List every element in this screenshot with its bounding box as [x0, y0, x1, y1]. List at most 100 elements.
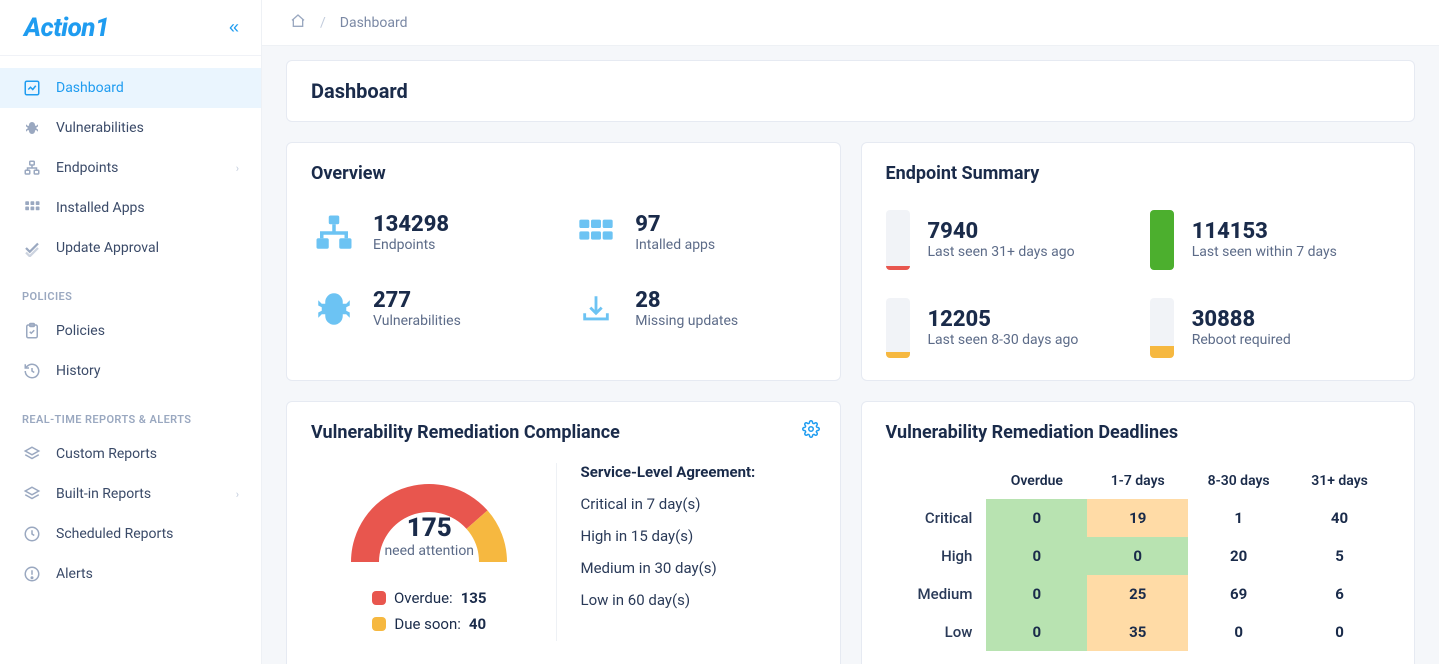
bug-icon [22, 119, 42, 137]
overview-stat[interactable]: 28Missing updates [573, 286, 815, 332]
sidebar-item-dashboard[interactable]: Dashboard [0, 68, 261, 108]
battery-icon [1150, 210, 1174, 270]
deadlines-cell[interactable]: 6 [1289, 575, 1390, 613]
endpoint-value: 30888 [1192, 308, 1291, 331]
legend-overdue-value: 135 [461, 589, 487, 607]
deadlines-column-header: Overdue [986, 463, 1087, 499]
breadcrumb: / Dashboard [262, 0, 1439, 46]
home-icon[interactable] [290, 13, 306, 33]
gauge-value: 175 [339, 513, 519, 543]
deadlines-cell[interactable]: 40 [1289, 499, 1390, 537]
deadlines-cell[interactable]: 20 [1188, 537, 1289, 575]
sidebar-item-history[interactable]: History [0, 351, 261, 391]
endpoint-value: 12205 [928, 308, 1079, 331]
deadlines-cell[interactable]: 0 [1188, 613, 1289, 651]
sidebar-item-custom-reports[interactable]: Custom Reports [0, 434, 261, 474]
deadlines-cell[interactable]: 1 [1188, 499, 1289, 537]
gauge-column: 175 need attention Overdue: 135 [311, 463, 548, 641]
sla-column: Service-Level Agreement: Critical in 7 d… [556, 463, 816, 641]
overview-stat[interactable]: 134298Endpoints [311, 210, 553, 256]
swatch-overdue [372, 591, 386, 605]
gauge-sublabel: need attention [339, 543, 519, 559]
stat-value: 134298 [373, 213, 449, 236]
main: / Dashboard Dashboard Overview 134298End… [262, 0, 1439, 664]
sidebar-item-label: Dashboard [56, 80, 124, 96]
endpoint-summary-title: Endpoint Summary [886, 163, 1391, 184]
legend-overdue-label: Overdue: [394, 589, 453, 607]
compliance-body: 175 need attention Overdue: 135 [311, 463, 816, 641]
compliance-settings-button[interactable] [802, 420, 820, 441]
clock-icon [22, 525, 42, 543]
overview-stat[interactable]: 277Vulnerabilities [311, 286, 553, 332]
sla-row: Low in 60 day(s) [581, 591, 816, 609]
endpoint-summary-item[interactable]: 30888Reboot required [1150, 298, 1390, 358]
sidebar-item-built-in-reports[interactable]: Built-in Reports› [0, 474, 261, 514]
sidebar: Action1 « DashboardVulnerabilitiesEndpoi… [0, 0, 262, 664]
overview-title: Overview [311, 163, 816, 184]
deadlines-cell[interactable]: 35 [1087, 613, 1188, 651]
swatch-soon [372, 617, 386, 631]
endpoint-summary-item[interactable]: 114153Last seen within 7 days [1150, 210, 1390, 270]
history-icon [22, 362, 42, 380]
battery-icon [886, 298, 910, 358]
chevron-right-icon: › [236, 162, 239, 175]
overview-stat[interactable]: 97Intalled apps [573, 210, 815, 256]
apps-icon [573, 210, 619, 256]
layers-icon [22, 485, 42, 503]
table-row: Medium025696 [886, 575, 1391, 613]
deadlines-card: Vulnerability Remediation Deadlines Over… [861, 401, 1416, 664]
sidebar-item-alerts[interactable]: Alerts [0, 554, 261, 594]
deadlines-cell[interactable]: 0 [1289, 613, 1390, 651]
deadlines-cell[interactable]: 25 [1087, 575, 1188, 613]
sidebar-nav: Dashboard Vulnerabilities Endpoints › Instal… [0, 56, 261, 594]
legend-soon: Due soon: 40 [372, 615, 487, 633]
gauge: 175 need attention [339, 467, 519, 567]
cards-grid: Overview 134298Endpoints 97Intalled apps 2… [262, 122, 1439, 664]
stat-value: 277 [373, 289, 461, 312]
deadlines-cell[interactable]: 69 [1188, 575, 1289, 613]
sidebar-item-policies[interactable]: Policies [0, 311, 261, 351]
sla-row: Medium in 30 day(s) [581, 559, 816, 577]
stat-label: Missing updates [635, 313, 738, 329]
deadlines-cell[interactable]: 0 [986, 575, 1087, 613]
endpoint-summary-item[interactable]: 12205Last seen 8-30 days ago [886, 298, 1126, 358]
endpoint-summary-item[interactable]: 7940Last seen 31+ days ago [886, 210, 1126, 270]
sidebar-item-vulnerabilities[interactable]: Vulnerabilities [0, 108, 261, 148]
deadlines-row-label: High [886, 537, 987, 575]
sidebar-item-label: Alerts [56, 566, 93, 582]
battery-icon [886, 210, 910, 270]
deadlines-cell[interactable]: 19 [1087, 499, 1188, 537]
deadlines-cell[interactable]: 0 [986, 499, 1087, 537]
sidebar-item-label: History [56, 363, 101, 379]
endpoint-value: 7940 [928, 220, 1075, 243]
legend-soon-label: Due soon: [394, 615, 461, 633]
sla-title: Service-Level Agreement: [581, 463, 816, 481]
clipboard-icon [22, 322, 42, 340]
download-icon [573, 286, 619, 332]
sla-row: Critical in 7 day(s) [581, 495, 816, 513]
deadlines-cell[interactable]: 0 [986, 613, 1087, 651]
stat-label: Intalled apps [635, 237, 715, 253]
endpoint-summary-grid: 7940Last seen 31+ days ago 114153Last see… [886, 204, 1391, 358]
dashboard-icon [22, 79, 42, 97]
page-title-card: Dashboard [286, 60, 1415, 122]
sidebar-item-installed-apps[interactable]: Installed Apps [0, 188, 261, 228]
legend-soon-value: 40 [469, 615, 486, 633]
sidebar-item-label: Update Approval [56, 240, 159, 256]
sidebar-item-scheduled-reports[interactable]: Scheduled Reports [0, 514, 261, 554]
endpoint-label: Last seen 31+ days ago [928, 244, 1075, 260]
deadlines-cell[interactable]: 0 [986, 537, 1087, 575]
endpoint-label: Reboot required [1192, 332, 1291, 348]
deadlines-cell[interactable]: 0 [1087, 537, 1188, 575]
chevrons-left-icon: « [229, 17, 239, 37]
sidebar-collapse-button[interactable]: « [229, 17, 239, 38]
sidebar-item-label: Endpoints [56, 160, 118, 176]
sidebar-item-update-approval[interactable]: Update Approval [0, 228, 261, 268]
deadlines-row-label: Medium [886, 575, 987, 613]
stat-label: Vulnerabilities [373, 313, 461, 329]
page-title: Dashboard [311, 79, 1390, 103]
sidebar-item-endpoints[interactable]: Endpoints › [0, 148, 261, 188]
deadlines-row-label: Critical [886, 499, 987, 537]
sidebar-item-label: Installed Apps [56, 200, 145, 216]
deadlines-cell[interactable]: 5 [1289, 537, 1390, 575]
